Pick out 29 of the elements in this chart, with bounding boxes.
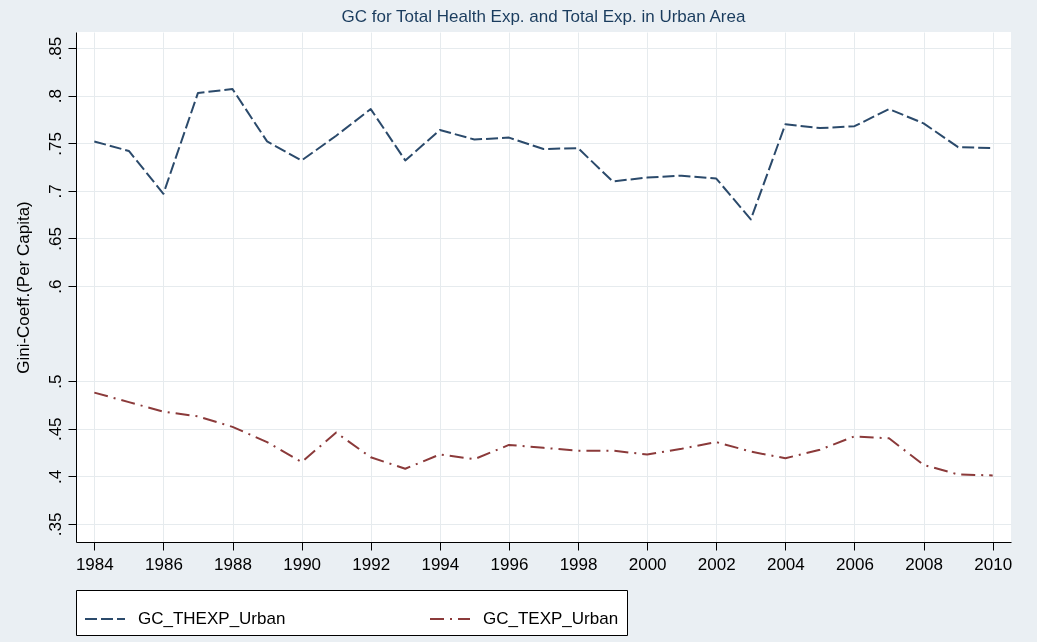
y-tick-label: .6 (45, 279, 65, 294)
y-tick-label: .85 (45, 36, 65, 61)
x-tick-label: 2010 (974, 554, 1013, 574)
legend-label: GC_TEXP_Urban (483, 609, 619, 628)
y-tick-label: .7 (45, 184, 65, 199)
x-tick-label: 1998 (559, 554, 598, 574)
y-tick-label: .45 (45, 417, 65, 442)
y-tick-label: .35 (45, 512, 65, 537)
x-tick-label: 2002 (697, 554, 736, 574)
x-tick-label: 1996 (490, 554, 529, 574)
y-tick-label: .65 (45, 227, 65, 251)
y-tick-label: .4 (45, 469, 65, 484)
chart-title: GC for Total Health Exp. and Total Exp. in Urban Area (341, 7, 746, 26)
y-tick-label: .75 (45, 132, 65, 156)
x-tick-label: 1984 (75, 554, 114, 574)
x-tick-label: 1986 (145, 554, 183, 574)
y-tick-label: .8 (45, 89, 65, 104)
legend-label: GC_THEXP_Urban (138, 609, 286, 628)
x-tick-label: 1988 (214, 554, 252, 574)
y-tick-label: .5 (45, 374, 65, 389)
x-tick-label: 1992 (352, 554, 391, 574)
x-tick-label: 1990 (283, 554, 322, 574)
x-tick-label: 2004 (766, 554, 805, 574)
x-tick-label: 2000 (628, 554, 667, 574)
x-tick-label: 1994 (421, 554, 460, 574)
x-tick-label: 2008 (905, 554, 943, 574)
line-series (93, 391, 994, 477)
x-tick-label: 2006 (836, 554, 874, 574)
y-axis-title: Gini-Coeff.(Per Capita) (13, 201, 33, 374)
